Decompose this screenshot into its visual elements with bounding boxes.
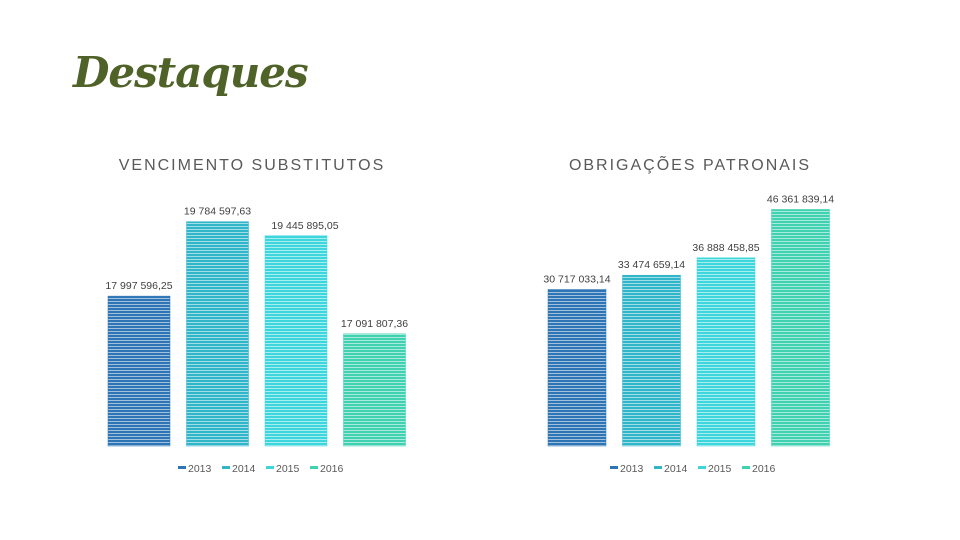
legend-swatch-2013 [610, 466, 618, 469]
legend-label-2015: 2015 [708, 463, 732, 475]
legend-label-2015: 2015 [276, 463, 300, 475]
legend-swatch-2013 [178, 466, 186, 469]
chart-title: VENCIMENTO SUBSTITUTOS [119, 157, 386, 174]
data-label-2016: 46 361 839,14 [767, 193, 834, 205]
data-label-2013: 30 717 033,14 [543, 273, 610, 285]
data-label-2013: 17 997 596,25 [105, 280, 172, 292]
bar-2016 [771, 209, 830, 447]
legend-swatch-2016 [742, 466, 750, 469]
slide-title: Destaques [73, 48, 309, 97]
legend-swatch-2015 [266, 466, 274, 469]
data-label-2015: 19 445 895,05 [271, 220, 338, 232]
legend-label-2013: 2013 [620, 463, 644, 475]
bar-2014 [622, 274, 681, 447]
bar-2016 [343, 333, 406, 447]
legend-swatch-2014 [222, 466, 230, 469]
legend-label-2014: 2014 [664, 463, 688, 475]
data-label-2016: 17 091 807,36 [341, 318, 408, 330]
legend-swatch-2016 [310, 466, 318, 469]
legend-swatch-2014 [654, 466, 662, 469]
legend-label-2013: 2013 [188, 463, 212, 475]
bar-2014 [186, 221, 249, 447]
data-label-2015: 36 888 458,85 [692, 242, 759, 254]
data-label-2014: 33 474 659,14 [618, 259, 685, 271]
legend-label-2016: 2016 [320, 463, 344, 475]
legend-label-2014: 2014 [232, 463, 256, 475]
bar-2013 [107, 295, 171, 447]
data-label-2014: 19 784 597,63 [184, 206, 251, 218]
bar-2013 [547, 289, 607, 447]
legend-swatch-2015 [698, 466, 706, 469]
bar-2015 [696, 257, 756, 447]
legend-label-2016: 2016 [752, 463, 776, 475]
chart-title: OBRIGAÇÕES PATRONAIS [569, 154, 811, 174]
bar-2015 [264, 235, 328, 447]
chart-obrigacoes-patronais: OBRIGAÇÕES PATRONAIS 30 717 033,14 33 474… [543, 154, 834, 475]
chart-vencimento-substitutos: VENCIMENTO SUBSTITUTOS 17 997 596,25 19 7… [105, 157, 408, 475]
